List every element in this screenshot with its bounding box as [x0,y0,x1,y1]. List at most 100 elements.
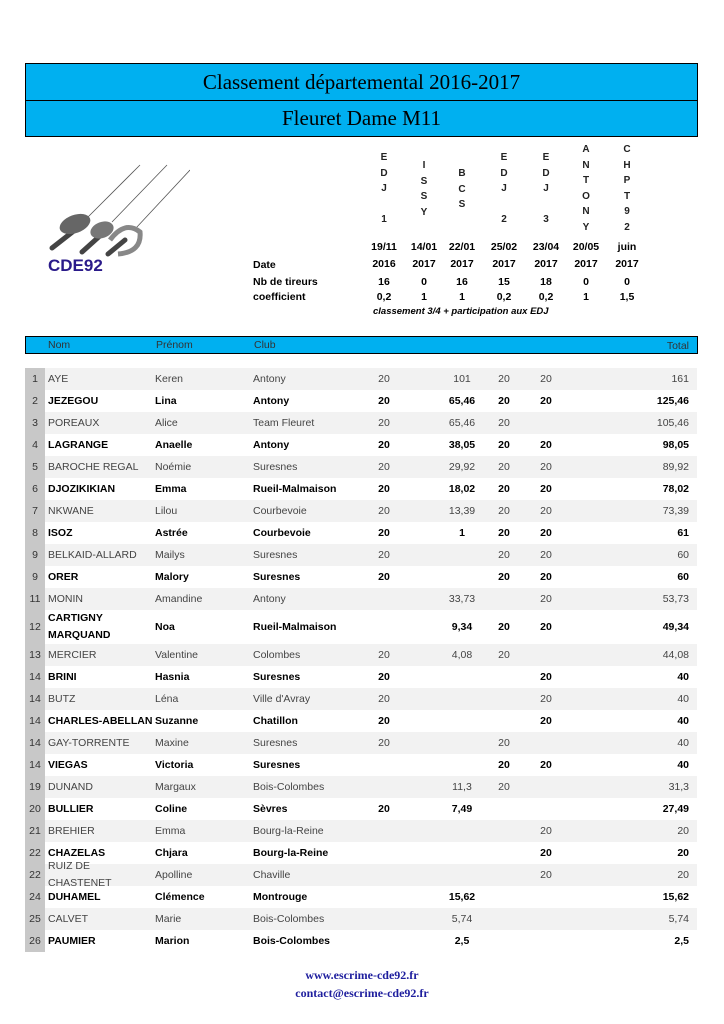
event-nb-tireurs: 18 [540,276,552,288]
event-name-letter: 1 [381,214,387,226]
table-row: 14 CHARLES-ABELLAN Suzanne Chatillon 20 20 40 [25,710,697,732]
score-cell: 4,08 [451,649,473,661]
score-cell [607,732,647,754]
score-cell: 15,62 [448,891,476,903]
prenom-cell: Hasnia [155,671,190,683]
rank-cell: 19 [25,776,45,798]
table-row: 14 BRINI Hasnia Suresnes 20 20 40 [25,666,697,688]
nb-tireurs-label: Nb de tireurs [253,276,318,288]
score-cell [526,732,566,754]
score-cell: 33,73 [448,593,476,605]
score-cell [404,666,444,688]
score-cell [526,776,566,798]
score-cell [442,732,482,754]
score-cell [404,368,444,390]
score-cell [566,666,606,688]
score-cell [566,588,606,610]
total-cell: 89,92 [662,461,689,473]
score-cell [607,754,647,776]
rank-cell: 22 [25,842,45,864]
score-cell [607,434,647,456]
score-cell [566,434,606,456]
score-cell [404,456,444,478]
score-cell [364,754,404,776]
score-cell [566,566,606,588]
score-cell [484,886,524,908]
event-name-letter [484,197,524,213]
event-name-letter: E [380,152,388,163]
score-cell: 20 [498,527,510,539]
score-cell [607,666,647,688]
score-cell [404,710,444,732]
nom-cell: LAGRANGE [48,438,109,451]
event-name-letter: P [623,175,631,187]
club-cell: Team Fleuret [253,417,315,429]
footer-website[interactable]: www.escrime-cde92.fr [305,968,419,982]
score-cell [607,930,647,952]
table-row: 24 DUHAMEL Clémence Montrouge 15,62 15,62 [25,886,697,908]
nom-cell: BULLIER [48,802,94,815]
prenom-cell: Alice [155,417,178,429]
table-row: 9 ORER Malory Suresnes 20 20 20 60 [25,566,697,588]
score-cell [526,908,566,930]
rank-cell: 11 [25,588,45,610]
event-coefficient: 0,2 [376,291,392,303]
club-cell: Antony [253,395,290,407]
score-cell: 20 [498,649,510,661]
score-cell: 38,05 [448,439,476,451]
score-cell [566,710,606,732]
total-cell: 31,3 [668,781,689,793]
score-cell [404,644,444,666]
rank-cell: 7 [25,500,45,522]
total-cell: 53,73 [662,593,689,605]
total-cell: 49,34 [662,621,689,633]
event-name-letter: 3 [543,214,549,226]
total-cell: 60 [677,549,689,561]
score-cell [566,610,606,644]
footer-email[interactable]: contact@escrime-cde92.fr [295,986,429,1000]
prenom-cell: Victoria [155,759,194,771]
prenom-cell: Clémence [155,891,205,903]
event-name-letter [364,197,404,213]
score-cell [566,500,606,522]
club-cell: Suresnes [253,671,301,683]
score-cell [526,644,566,666]
score-cell [404,820,444,842]
rank-cell: 24 [25,886,45,908]
nom-cell: AYE [48,372,69,385]
score-cell [484,666,524,688]
score-cell: 20 [498,505,510,517]
nom-cell: DJOZIKIKIAN [48,482,116,495]
scoring-note: classement 3/4 + participation aux EDJ [373,306,549,317]
score-cell: 18,02 [448,483,476,495]
table-row: 12 CARTIGNY MARQUAND Noa Rueil-Malmaison 9,3… [25,610,697,644]
score-cell: 20 [378,649,390,661]
score-cell [607,478,647,500]
table-row: 11 MONIN Amandine Antony 33,73 20 53,73 [25,588,697,610]
prenom-cell: Keren [155,373,184,385]
score-cell [404,434,444,456]
club-cell: Courbevoie [253,505,307,517]
score-cell [566,412,606,434]
score-cell: 20 [498,439,510,451]
score-cell [364,588,404,610]
score-cell [484,842,524,864]
prenom-cell: Emma [155,483,187,495]
score-cell: 20 [378,737,390,749]
prenom-cell: Coline [155,803,188,815]
score-cell [404,864,444,886]
score-cell [566,544,606,566]
nom-cell: CHAZELAS [48,846,106,859]
rank-cell: 26 [25,930,45,952]
score-cell [566,368,606,390]
score-cell: 20 [498,621,510,633]
total-cell: 40 [677,671,689,683]
score-cell: 13,39 [448,505,476,517]
table-row: 7 NKWANE Lilou Courbevoie 20 13,39 20 20 73,39 [25,500,697,522]
score-cell: 20 [498,417,510,429]
score-cell: 20 [378,373,390,385]
total-cell: 161 [671,373,689,385]
